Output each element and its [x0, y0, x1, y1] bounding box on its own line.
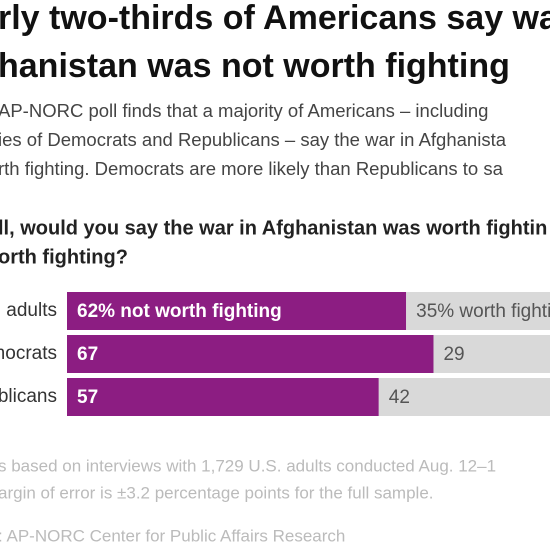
category-label: blicans [0, 386, 57, 407]
bar-segment [433, 335, 550, 373]
value-label: 42 [389, 387, 410, 408]
note: argin of error is ±3.2 percentage points… [0, 483, 434, 502]
question: ll, would you say the war in Afghanistan… [0, 217, 547, 239]
category-label: adults [6, 300, 57, 321]
question: orth fighting? [0, 246, 128, 268]
value-label: 29 [443, 344, 464, 365]
bar-segment [67, 378, 379, 416]
bars: adults 62% not worth fighting 35% worth fi… [0, 292, 550, 416]
subtitle: ies of Democrats and Republicans – say t… [0, 129, 507, 150]
subtitle: AP-NORC poll finds that a majority of Am… [0, 100, 488, 121]
chart-title: hanistan was not worth fighting [0, 47, 510, 85]
chart-title: rly two-thirds of Americans say wa [0, 0, 550, 37]
subtitle: rth fighting. Democrats are more likely … [0, 158, 504, 179]
value-label: 57 [77, 387, 98, 408]
bar-segment [406, 292, 550, 330]
value-label: 62% not worth fighting [77, 301, 282, 322]
value-label: 67 [77, 344, 98, 365]
source: : AP-NORC Center for Public Affairs Rese… [0, 526, 345, 545]
category-label: mocrats [0, 343, 57, 364]
bar-segment [67, 335, 434, 373]
bar-segment [378, 378, 550, 416]
note: s based on interviews with 1,729 U.S. ad… [0, 456, 496, 475]
bar-segment [67, 292, 407, 330]
value-label: 35% worth fighti [416, 301, 550, 322]
